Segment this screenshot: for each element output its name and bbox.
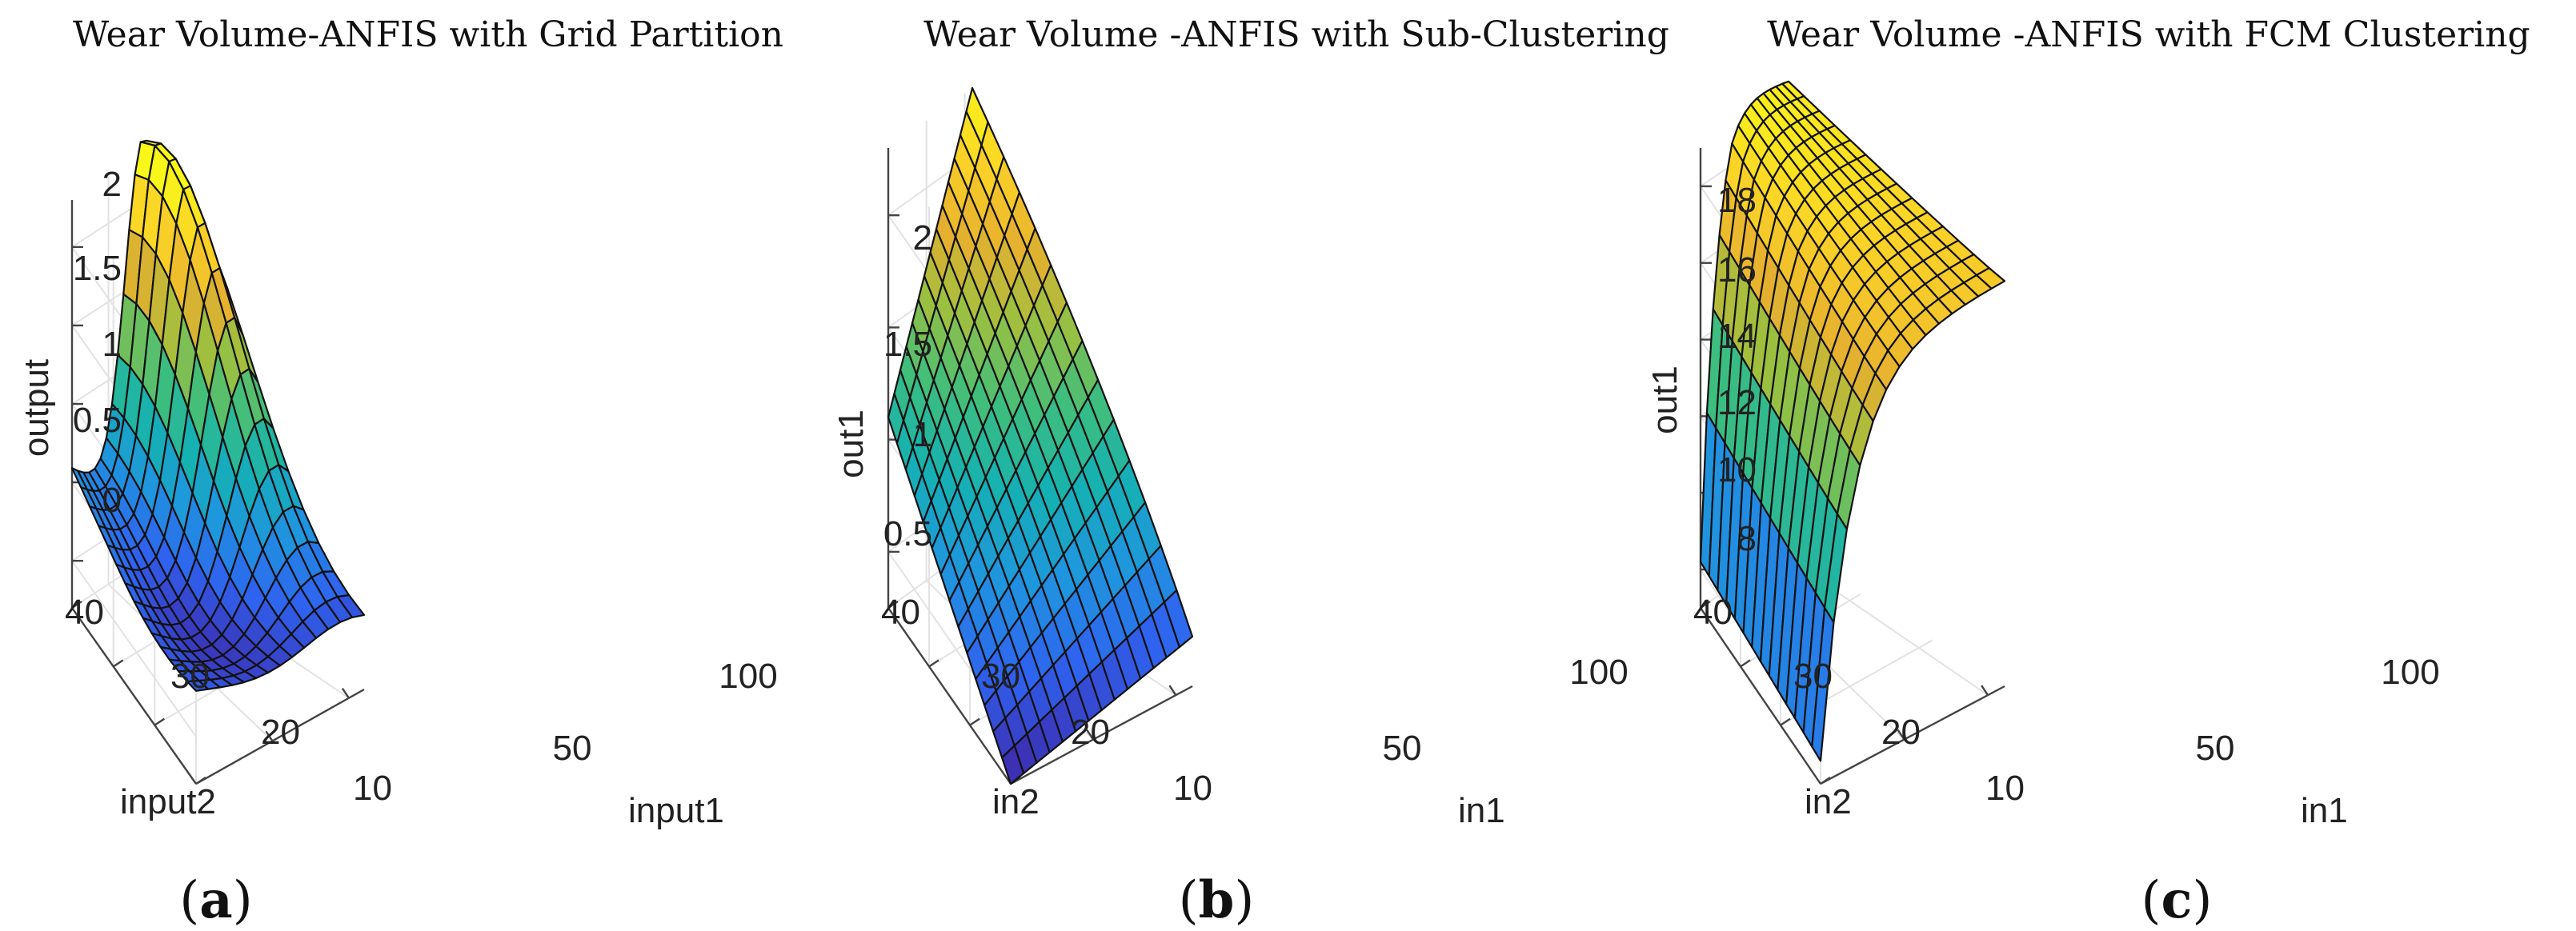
z-tick-label: 1 xyxy=(913,415,932,454)
y-tick xyxy=(71,601,82,609)
y-tick xyxy=(887,601,899,609)
y-tick xyxy=(1700,601,1711,609)
chart-title: Wear Volume -ANFIS with FCM Clustering xyxy=(1767,14,2530,55)
y-axis-line xyxy=(1700,607,1821,785)
surface xyxy=(1699,80,2006,762)
x-tick-label: 50 xyxy=(1383,729,1422,768)
y-tick xyxy=(113,659,124,668)
z-axis-label: out1 xyxy=(831,410,871,478)
z-tick-label: 18 xyxy=(1717,181,1757,220)
z-tick-label: 1 xyxy=(102,325,122,364)
y-tick-label: 20 xyxy=(1071,713,1110,752)
y-tick xyxy=(928,659,939,668)
x-tick xyxy=(1086,729,1095,741)
x-tick-label: 100 xyxy=(1569,653,1628,692)
z-tick-label: 0.5 xyxy=(73,401,122,440)
z-tick-label: 8 xyxy=(1737,519,1757,558)
y-tick-label: 20 xyxy=(261,713,300,752)
chart-title: Wear Volume-ANFIS with Grid Partition xyxy=(73,14,783,55)
x-tick-label: 50 xyxy=(2196,729,2235,768)
z-tick-label: 1.5 xyxy=(883,325,932,364)
surface xyxy=(70,139,366,692)
z-axis-label: out1 xyxy=(1645,366,1685,434)
y-axis-line xyxy=(71,607,197,785)
y-tick xyxy=(1740,659,1751,668)
z-tick-label: 16 xyxy=(1717,250,1757,290)
surface-patch xyxy=(1000,745,1025,785)
y-tick-label: 20 xyxy=(1881,713,1921,752)
panel-label: (a) xyxy=(179,870,252,930)
surface xyxy=(887,86,1194,785)
y-tick-label: 30 xyxy=(170,657,210,696)
chart-title: Wear Volume -ANFIS with Sub-Clustering xyxy=(923,14,1669,55)
z-tick-label: 0 xyxy=(102,481,122,520)
y-tick-label: 40 xyxy=(881,593,920,632)
y-axis-line xyxy=(887,607,1012,785)
y-axis-label: input2 xyxy=(120,782,216,821)
y-axis-label: in2 xyxy=(1805,782,1852,821)
z-axis-label: output xyxy=(17,359,56,457)
x-axis-label: in1 xyxy=(1458,791,1505,830)
x-axis-label: in1 xyxy=(2301,791,2348,830)
y-tick-label: 30 xyxy=(981,657,1020,696)
x-tick xyxy=(341,688,350,699)
y-tick-label: 10 xyxy=(1985,769,2025,808)
y-tick xyxy=(1780,717,1791,726)
x-tick xyxy=(265,730,274,742)
panel-a: Wear Volume-ANFIS with Grid Partition 2 … xyxy=(17,14,783,930)
x-tick xyxy=(1897,729,1905,741)
y-axis-label: in2 xyxy=(992,782,1040,821)
surface-patch xyxy=(1811,606,1835,762)
z-tick-label: 12 xyxy=(1717,383,1757,422)
y-tick xyxy=(154,717,165,726)
x-tick-label: 100 xyxy=(2381,653,2439,692)
x-tick-label: 100 xyxy=(719,657,777,696)
panel-c: Wear Volume -ANFIS with FCM Clustering 1… xyxy=(1645,14,2530,930)
panel-label: (b) xyxy=(1179,870,1255,930)
y-tick-label: 10 xyxy=(353,769,392,808)
y-tick xyxy=(969,717,980,726)
z-tick-label: 2 xyxy=(102,165,122,204)
y-tick-label: 30 xyxy=(1793,657,1833,696)
z-tick-label: 0.5 xyxy=(883,514,932,553)
x-tick-label: 50 xyxy=(553,729,592,768)
x-axis-line xyxy=(1820,685,2005,785)
panel-label: (c) xyxy=(2141,870,2213,930)
y-tick xyxy=(1820,777,1831,785)
axes xyxy=(70,200,365,785)
surface-patch xyxy=(186,679,210,692)
y-tick-label: 40 xyxy=(1693,593,1733,632)
panel-b: Wear Volume -ANFIS with Sub-Clustering 2… xyxy=(831,14,1669,930)
x-tick xyxy=(1981,685,1989,696)
x-tick xyxy=(1168,685,1177,696)
y-tick xyxy=(195,777,206,785)
z-tick-label: 2 xyxy=(913,218,932,258)
z-tick-label: 14 xyxy=(1717,317,1757,356)
x-axis-label: input1 xyxy=(628,791,724,830)
x-axis-line xyxy=(1010,685,1193,785)
z-tick-label: 10 xyxy=(1717,450,1757,489)
axes xyxy=(1699,148,2005,785)
y-tick-label: 40 xyxy=(65,593,104,632)
x-axis-line xyxy=(195,688,365,785)
z-tick-label: 1.5 xyxy=(73,249,122,288)
y-tick-label: 10 xyxy=(1173,769,1212,808)
axes xyxy=(887,148,1193,785)
